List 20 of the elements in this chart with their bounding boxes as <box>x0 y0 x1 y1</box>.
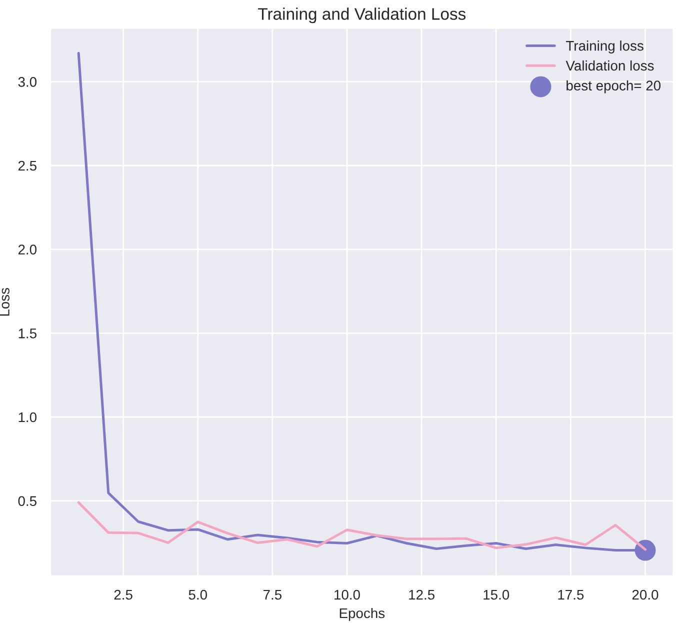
y-tick-label: 2.5 <box>18 160 36 171</box>
x-tick-label: 12.5 <box>409 590 434 600</box>
legend-label: best epoch= 20 <box>566 80 661 94</box>
x-tick-label: 15.0 <box>484 590 510 600</box>
chart-title: Training and Validation Loss <box>258 8 466 24</box>
y-tick-label: 1.5 <box>18 328 36 338</box>
x-tick-label: 7.5 <box>263 590 282 600</box>
x-tick-label: 5.0 <box>188 590 207 600</box>
x-tick-label: 10.0 <box>334 590 360 600</box>
y-tick-label: 1.0 <box>18 412 37 422</box>
y-tick-label: 0.5 <box>18 496 36 506</box>
x-tick-label: 17.5 <box>558 590 584 600</box>
legend-label: Validation loss <box>566 60 654 71</box>
x-tick-label: 2.5 <box>114 590 132 600</box>
y-tick-label: 2.0 <box>18 244 37 255</box>
x-tick-label: 20.0 <box>632 590 658 600</box>
y-tick-label: 3.0 <box>18 77 37 87</box>
legend-label: Training loss <box>566 40 644 54</box>
y-axis-title: Loss <box>0 288 10 316</box>
x-axis-title: Epochs <box>340 608 385 621</box>
